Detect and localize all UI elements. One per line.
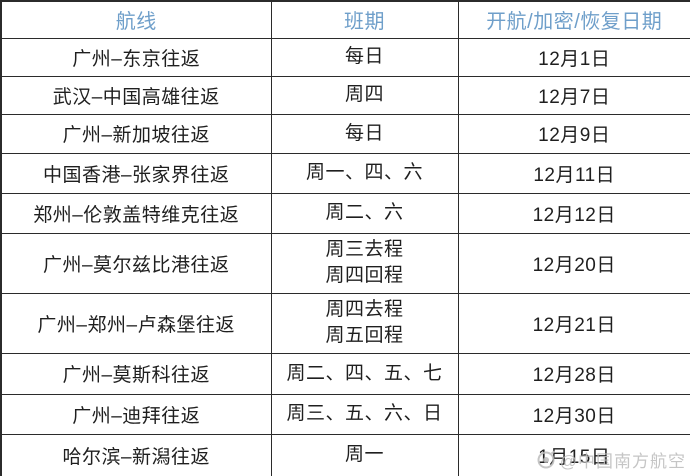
date-cell: 12月21日 (457, 292, 690, 354)
date-cell: 12月11日 (457, 152, 690, 194)
date-cell: 12月20日 (457, 232, 690, 294)
schedule-cell: 周一 (270, 433, 459, 476)
header-row: 航线 班期 开航/加密/恢复日期 (0, 0, 690, 39)
date-cell: 12月30日 (457, 393, 690, 435)
table-row: 广州–郑州–卢森堡往返 周四去程 周五回程 12月21日 (0, 292, 690, 354)
schedule-cell: 周四 (270, 75, 459, 115)
route-cell: 广州–莫尔兹比港往返 (0, 232, 272, 294)
date-cell: 1月15日 (457, 433, 690, 476)
route-cell: 广州–东京往返 (0, 37, 272, 77)
column-header-route: 航线 (0, 0, 272, 39)
date-cell: 12月28日 (457, 352, 690, 395)
schedule-cell: 周三去程 周四回程 (270, 232, 459, 294)
table-row: 广州–迪拜往返 周三、五、六、日 12月30日 (0, 393, 690, 435)
table-row: 广州–新加坡往返 每日 12月9日 (0, 113, 690, 154)
date-cell: 12月1日 (457, 37, 690, 77)
schedule-cell: 周四去程 周五回程 (270, 292, 459, 354)
schedule-cell: 周二、四、五、七 (270, 352, 459, 395)
date-cell: 12月9日 (457, 113, 690, 154)
route-cell: 武汉–中国高雄往返 (0, 75, 272, 115)
route-cell: 哈尔滨–新潟往返 (0, 433, 272, 476)
schedule-cell: 周二、六 (270, 192, 459, 234)
date-cell: 12月12日 (457, 192, 690, 234)
schedule-cell: 周三、五、六、日 (270, 393, 459, 435)
schedule-cell: 每日 (270, 37, 459, 77)
route-cell: 郑州–伦敦盖特维克往返 (0, 192, 272, 234)
column-header-schedule: 班期 (270, 0, 459, 39)
route-cell: 广州–新加坡往返 (0, 113, 272, 154)
table-row: 武汉–中国高雄往返 周四 12月7日 (0, 75, 690, 115)
schedule-cell: 每日 (270, 113, 459, 154)
table-row: 广州–莫斯科往返 周二、四、五、七 12月28日 (0, 352, 690, 395)
schedule-cell: 周一、四、六 (270, 152, 459, 194)
route-cell: 中国香港–张家界往返 (0, 152, 272, 194)
table-row: 中国香港–张家界往返 周一、四、六 12月11日 (0, 152, 690, 194)
route-cell: 广州–迪拜往返 (0, 393, 272, 435)
table-row: 广州–东京往返 每日 12月1日 (0, 37, 690, 77)
table-row: 郑州–伦敦盖特维克往返 周二、六 12月12日 (0, 192, 690, 234)
table-row: 广州–莫尔兹比港往返 周三去程 周四回程 12月20日 (0, 232, 690, 294)
date-cell: 12月7日 (457, 75, 690, 115)
route-cell: 广州–莫斯科往返 (0, 352, 272, 395)
table-row: 哈尔滨–新潟往返 周一 1月15日 (0, 433, 690, 476)
route-cell: 广州–郑州–卢森堡往返 (0, 292, 272, 354)
column-header-date: 开航/加密/恢复日期 (457, 0, 690, 39)
